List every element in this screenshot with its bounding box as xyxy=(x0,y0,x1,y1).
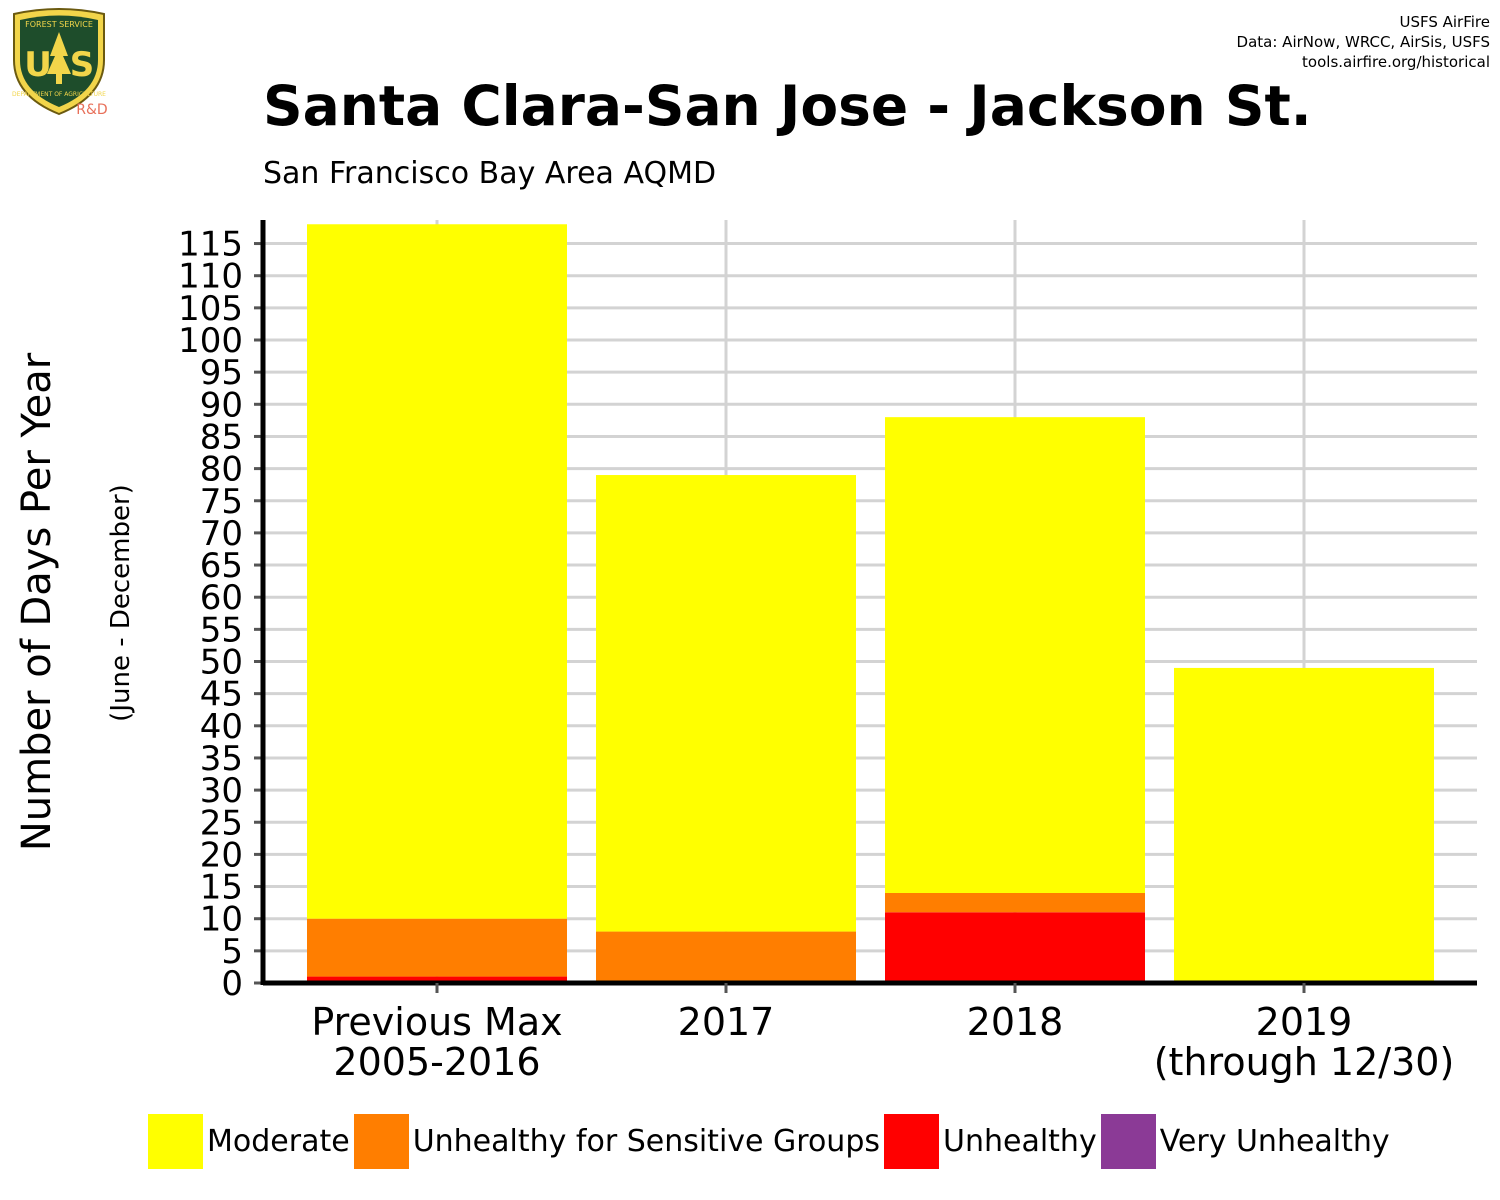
x-tick-label: Previous Max xyxy=(311,1000,562,1044)
x-tick-label: 2005-2016 xyxy=(333,1040,540,1084)
y-tick-label: 105 xyxy=(178,289,243,329)
bar-segment xyxy=(596,931,856,983)
y-tick-label: 90 xyxy=(200,385,243,425)
bar-segment xyxy=(307,976,567,983)
y-tick-label: 0 xyxy=(221,964,243,1004)
data-credits: USFS AirFire Data: AirNow, WRCC, AirSis,… xyxy=(1237,12,1490,72)
legend-item: Moderate xyxy=(148,1113,350,1169)
y-tick-label: 20 xyxy=(200,835,243,875)
credit-data: Data: AirNow, WRCC, AirSis, USFS xyxy=(1236,33,1490,51)
y-tick-label: 100 xyxy=(178,321,243,361)
y-tick-label: 15 xyxy=(200,868,243,908)
legend-item: Unhealthy for Sensitive Groups xyxy=(353,1113,880,1169)
svg-text:DEPARTMENT OF AGRICULTURE: DEPARTMENT OF AGRICULTURE xyxy=(12,91,106,98)
credit-source: USFS AirFire xyxy=(1399,13,1490,31)
svg-text:FOREST SERVICE: FOREST SERVICE xyxy=(25,20,93,29)
y-tick-label: 85 xyxy=(200,417,243,457)
bar-segment xyxy=(885,912,1145,983)
y-tick-label: 115 xyxy=(178,225,243,265)
bar-segment xyxy=(885,892,1145,913)
y-tick-label: 110 xyxy=(178,257,243,297)
y-tick-label: 95 xyxy=(200,353,243,393)
svg-text:S: S xyxy=(70,45,95,85)
y-tick-label: 80 xyxy=(200,450,243,490)
x-tick-label: 2017 xyxy=(678,1000,775,1044)
legend-swatch xyxy=(1100,1113,1156,1169)
legend-swatch xyxy=(353,1113,409,1169)
y-tick-label: 25 xyxy=(200,803,243,843)
legend-swatch xyxy=(148,1113,203,1169)
y-tick-label: 10 xyxy=(200,900,243,940)
legend-item: Unhealthy xyxy=(884,1113,1097,1169)
y-tick-label: 55 xyxy=(200,610,243,650)
chart-title: Santa Clara-San Jose - Jackson St. xyxy=(263,74,1312,138)
y-tick-label: 30 xyxy=(200,771,243,811)
x-tick-label: (through 12/30) xyxy=(1154,1040,1455,1084)
y-tick-label: 60 xyxy=(200,578,243,618)
bar-segment xyxy=(307,918,567,977)
legend-label: Unhealthy for Sensitive Groups xyxy=(412,1123,880,1159)
chart-subtitle: San Francisco Bay Area AQMD xyxy=(263,156,717,191)
x-tick-label: 2018 xyxy=(967,1000,1064,1044)
y-tick-label: 75 xyxy=(200,482,243,522)
tick-labels: 0510152025303540455055606570758085909510… xyxy=(178,225,1454,1084)
axes xyxy=(254,220,1477,993)
legend-swatch xyxy=(884,1113,939,1169)
legend-item: Very Unhealthy xyxy=(1100,1113,1390,1169)
y-tick-label: 5 xyxy=(221,932,243,972)
y-tick-label: 40 xyxy=(200,707,243,747)
y-tick-label: 45 xyxy=(200,675,243,715)
legend-label: Moderate xyxy=(207,1123,350,1159)
legend: Moderate Unhealthy for Sensitive Groups Un… xyxy=(148,1113,1394,1169)
bar-segment xyxy=(1174,667,1434,983)
y-tick-label: 70 xyxy=(200,514,243,554)
y-tick-label: 35 xyxy=(200,739,243,779)
svg-text:U: U xyxy=(24,45,52,85)
svg-text:R&D: R&D xyxy=(76,102,107,118)
y-tick-label: 65 xyxy=(200,546,243,586)
usfs-logo: FOREST SERVICE U S DEPARTMENT OF AGRICUL… xyxy=(6,8,112,118)
bar-segment xyxy=(307,224,567,919)
credit-link[interactable]: tools.airfire.org/historical xyxy=(1302,53,1490,71)
bar-segment xyxy=(885,417,1145,893)
y-tick-label: 50 xyxy=(200,643,243,683)
legend-label: Very Unhealthy xyxy=(1159,1123,1390,1159)
x-tick-label: 2019 xyxy=(1256,1000,1353,1044)
legend-label: Unhealthy xyxy=(943,1123,1097,1159)
bar-segment xyxy=(596,475,856,932)
bars xyxy=(307,224,1434,983)
